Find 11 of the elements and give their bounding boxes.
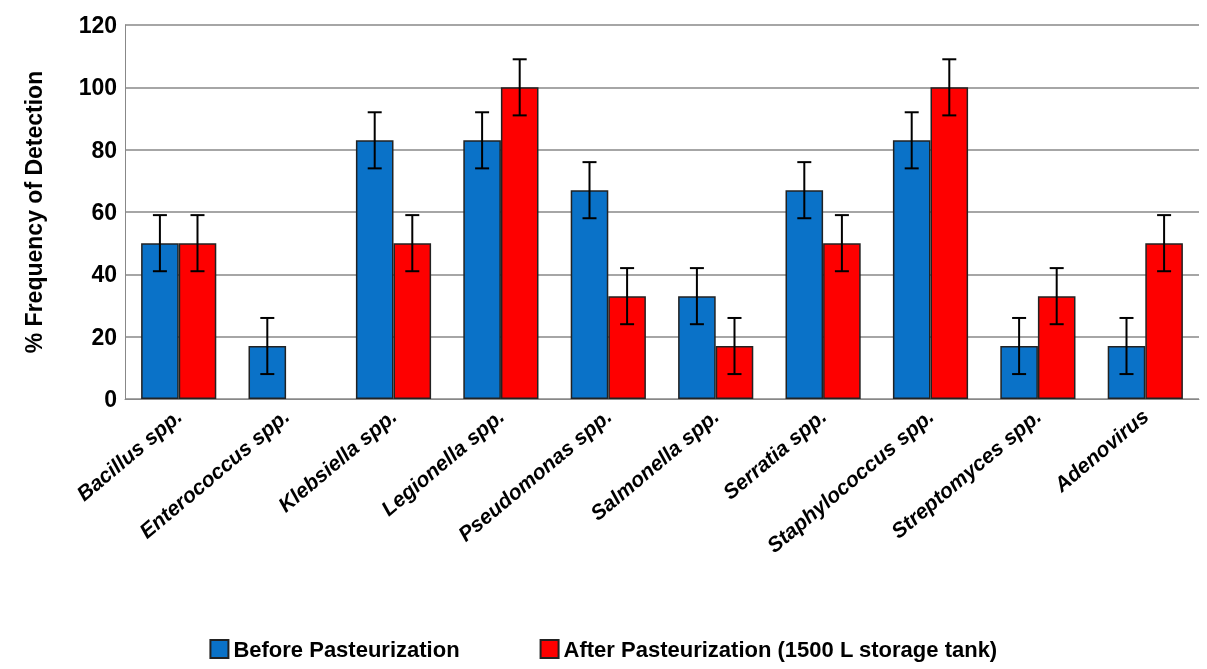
y-tick-label: 80 [91, 136, 117, 163]
y-tick-label: 100 [78, 74, 117, 101]
legend-label: After Pasteurization (1500 L storage tank) [563, 636, 998, 662]
y-axis-title: % Frequency of Detection [20, 70, 47, 354]
y-tick-label: 120 [78, 12, 117, 38]
y-tick-label: 60 [91, 199, 117, 225]
y-tick-label: 20 [91, 323, 117, 350]
y-tick-label: 0 [104, 386, 117, 412]
bar [248, 346, 287, 399]
legend-label: Before Pasteurization [233, 636, 460, 662]
y-tick-label: 40 [91, 261, 117, 288]
